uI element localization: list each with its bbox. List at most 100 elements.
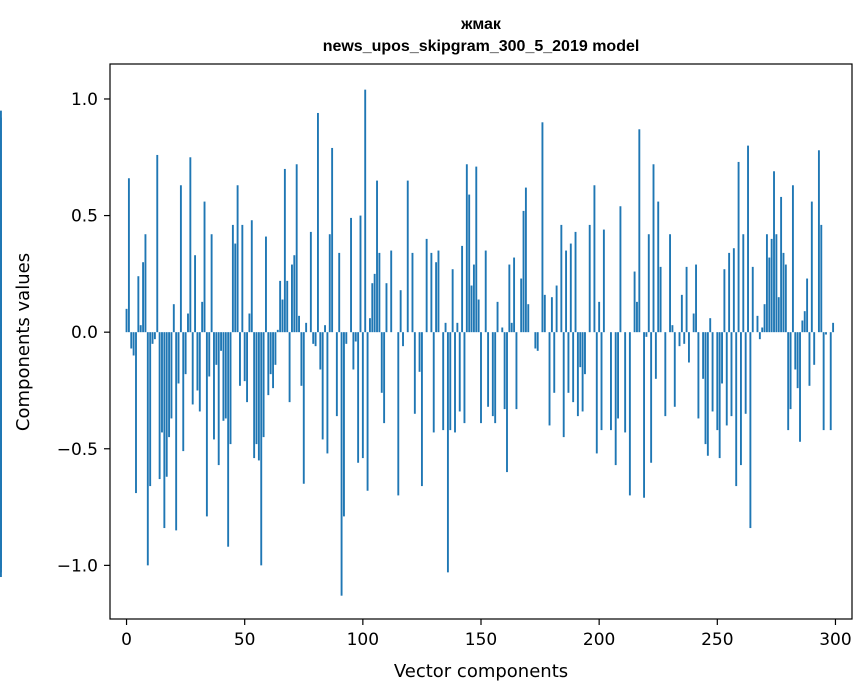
bar-137 (449, 332, 452, 431)
bar-98 (357, 332, 360, 463)
bar-165 (515, 332, 518, 410)
bar-224 (654, 332, 657, 379)
bar-189 (572, 332, 575, 403)
bar-234 (678, 332, 681, 347)
bar-213 (628, 332, 631, 496)
x-tick-label: 200 (583, 630, 615, 650)
bar-261 (742, 234, 745, 333)
bar-17 (165, 332, 168, 477)
bar-29 (194, 255, 197, 333)
bar-180 (550, 297, 553, 333)
bar-54 (253, 332, 256, 459)
bar-215 (633, 271, 636, 333)
bar-72 (295, 164, 298, 333)
bar-268 (758, 332, 761, 340)
bar-281 (789, 332, 792, 410)
bar-253 (723, 269, 726, 333)
bar-6 (139, 325, 142, 333)
bar-211 (624, 332, 627, 433)
bar-275 (775, 234, 778, 333)
bar-37 (213, 332, 215, 440)
bar-0 (125, 308, 128, 333)
bar-186 (565, 250, 568, 333)
bar-252 (721, 332, 723, 384)
bar-28 (191, 332, 194, 405)
bar-49 (241, 224, 244, 333)
bar-221 (647, 234, 650, 333)
bar-245 (704, 332, 707, 445)
bar-240 (692, 313, 695, 333)
bar-209 (619, 206, 622, 333)
bar-59 (265, 236, 267, 333)
bar-7 (142, 262, 145, 333)
bar-190 (574, 231, 577, 333)
bar-116 (399, 290, 402, 333)
bar-217 (638, 129, 641, 333)
bar-102 (366, 332, 369, 491)
bar-194 (584, 332, 586, 375)
bar-68 (286, 280, 289, 333)
bar-153 (487, 332, 490, 407)
bar-44 (229, 332, 232, 445)
bar-138 (451, 269, 454, 333)
bar-250 (716, 332, 719, 431)
bar-136 (446, 332, 449, 573)
y-tick-label: 0.5 (71, 207, 98, 227)
bar-193 (581, 332, 584, 412)
bar-232 (673, 332, 676, 407)
y-tick-label: −0.5 (57, 440, 98, 460)
bar-257 (732, 248, 735, 333)
bar-220 (645, 332, 648, 337)
bar-23 (179, 185, 182, 333)
bar-84 (324, 325, 326, 333)
bar-238 (688, 332, 690, 363)
bar-66 (281, 299, 284, 333)
bar-146 (470, 285, 473, 333)
bar-177 (543, 294, 546, 333)
bar-21 (175, 332, 178, 531)
bar-73 (298, 315, 300, 333)
bar-143 (463, 332, 466, 424)
bar-170 (527, 304, 530, 333)
bar-251 (718, 332, 721, 459)
bar-187 (567, 332, 570, 393)
bar-237 (685, 266, 688, 333)
bar-80 (314, 332, 317, 347)
bar-20 (172, 304, 175, 333)
bar-167 (520, 278, 523, 333)
bar-119 (406, 180, 409, 333)
bar-36 (210, 234, 213, 333)
bar-267 (756, 315, 759, 333)
bar-145 (468, 194, 471, 333)
bar-100 (361, 332, 364, 459)
bar-255 (728, 252, 731, 333)
bar-96 (352, 332, 355, 370)
bar-57 (260, 332, 263, 566)
bar-11 (151, 332, 154, 344)
bar-18 (168, 332, 171, 438)
bar-225 (657, 201, 660, 333)
bar-271 (765, 234, 768, 333)
bar-83 (321, 332, 324, 440)
bar-34 (205, 332, 208, 517)
bar-283 (794, 332, 797, 370)
bar-61 (269, 332, 272, 375)
x-tick-label: 150 (465, 630, 497, 650)
bar-201 (600, 332, 603, 431)
bar-110 (385, 283, 388, 333)
bar-241 (695, 264, 697, 333)
x-tick-label: 100 (347, 630, 379, 650)
bar-265 (751, 266, 754, 333)
bar-198 (593, 185, 596, 333)
bar-90 (338, 252, 341, 333)
bar-122 (413, 332, 416, 414)
bar-97 (354, 332, 357, 342)
bar-278 (782, 252, 785, 333)
bar-104 (371, 283, 374, 333)
bar-173 (534, 332, 537, 349)
bar-91 (340, 332, 343, 596)
bar-149 (477, 299, 480, 333)
bar-26 (187, 313, 189, 333)
bar-27 (189, 157, 192, 333)
